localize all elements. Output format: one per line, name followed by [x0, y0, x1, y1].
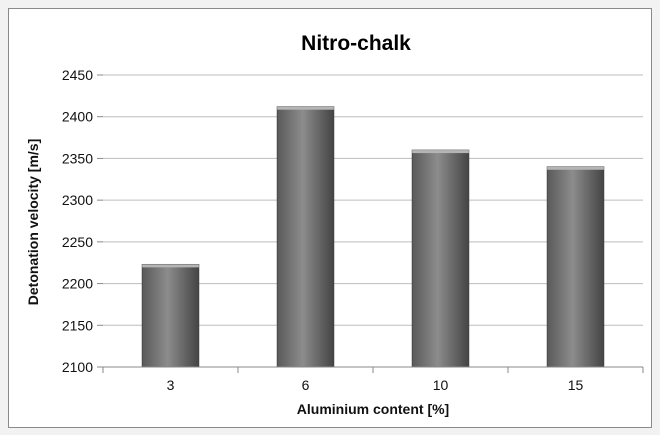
y-tick-label: 2100	[62, 359, 93, 375]
y-tick-label: 2200	[62, 276, 93, 292]
y-axis-title: Detonation velocity [m/s]	[25, 139, 41, 305]
bar-10	[411, 149, 470, 368]
y-tick-label: 2150	[62, 317, 93, 333]
y-axis-ticks: 2100 2150 2200 2250 2300 2350 2400 2450	[62, 67, 103, 375]
y-tick-label: 2350	[62, 150, 93, 166]
y-tick-label: 2400	[62, 109, 93, 125]
x-tick-label: 10	[433, 377, 449, 393]
x-tick-label: 15	[568, 377, 584, 393]
bar-top-highlight	[547, 166, 604, 170]
x-axis-title: Aluminium content [%]	[297, 401, 449, 417]
bar-top-highlight	[277, 106, 334, 110]
y-tick-label: 2250	[62, 234, 93, 250]
bar-top-highlight	[142, 264, 199, 268]
bar-top-highlight	[412, 150, 469, 154]
y-tick-label: 2300	[62, 192, 93, 208]
bars	[141, 106, 605, 368]
x-axis-ticks: 3 6 10 15	[102, 367, 644, 393]
chart-title: Nitro-chalk	[301, 32, 411, 55]
bar-15	[546, 166, 605, 368]
y-tick-label: 2450	[62, 67, 93, 83]
x-tick-label: 3	[167, 377, 175, 393]
bar-6	[276, 106, 335, 368]
bar-3	[141, 263, 200, 368]
x-tick-label: 6	[302, 377, 310, 393]
